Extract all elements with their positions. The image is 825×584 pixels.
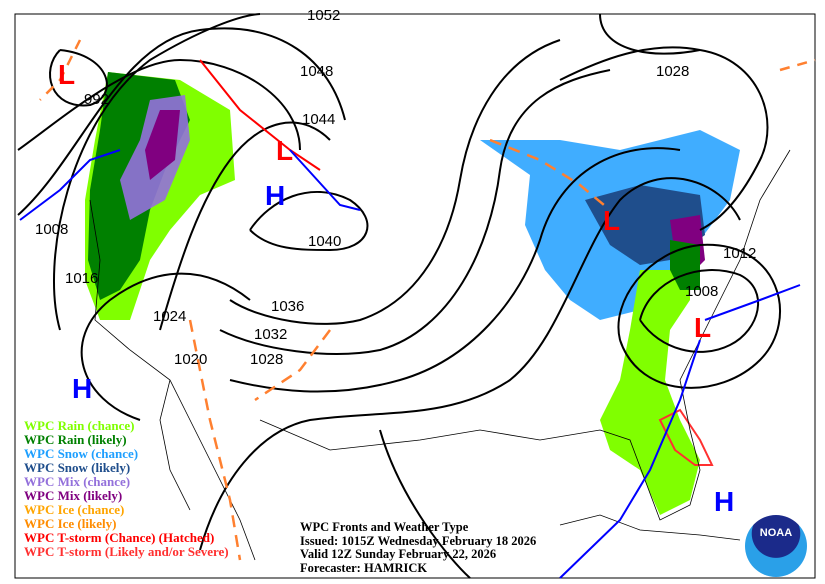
mix-likely-west	[145, 110, 180, 180]
isobar-label: 1052	[307, 7, 340, 24]
noaa-logo-text: NOAA	[759, 527, 793, 539]
isobar-label: 1012	[723, 245, 756, 262]
high-pressure-center: H	[714, 486, 734, 517]
legend-ice-likely: WPC Ice (likely)	[24, 516, 117, 531]
legend-tstorm-chance: WPC T-storm (Chance) (Hatched)	[24, 530, 215, 545]
issued-time: Issued: 1015Z Wednesday February 18 2026	[300, 533, 537, 548]
map-info: WPC Fronts and Weather Type Issued: 1015…	[300, 520, 537, 575]
trough-southwest	[188, 319, 242, 561]
noaa-logo: NOAA	[745, 515, 807, 577]
fronts	[19, 39, 816, 579]
low-pressure-center: L	[603, 205, 620, 236]
legend: WPC Rain (chance) WPC Rain (likely) WPC …	[24, 419, 229, 559]
isobar-label: 1028	[250, 351, 283, 368]
isobar-label: 992	[84, 91, 109, 108]
trough-great-lakes	[489, 138, 611, 211]
trough-northeast	[779, 58, 816, 72]
isobar-label: 1036	[271, 298, 304, 315]
map-frame	[14, 13, 816, 579]
low-pressure-center: L	[694, 312, 711, 343]
legend-ice-chance: WPC Ice (chance)	[24, 502, 125, 517]
legend-mix-likely: WPC Mix (likely)	[24, 488, 123, 503]
isobar-label: 1040	[308, 233, 341, 250]
cold-front-east	[559, 339, 701, 579]
tstorm-chance-area	[658, 408, 714, 466]
legend-rain-likely: WPC Rain (likely)	[24, 432, 127, 447]
cold-front-atlantic	[704, 284, 801, 321]
isobar-label: 1024	[153, 308, 186, 325]
isobar-labels: 1052 1048 1044 1040 1036 1032 1028 1024 …	[35, 7, 756, 368]
legend-rain-chance: WPC Rain (chance)	[24, 418, 135, 433]
isobars	[17, 13, 781, 579]
high-pressure-center: H	[265, 180, 285, 211]
isobar-label: 1016	[65, 270, 98, 287]
isobar-label: 1044	[302, 111, 335, 128]
trough-northwest	[39, 39, 82, 101]
low-pressure-center: L	[58, 59, 75, 90]
isobar-label: 1008	[35, 221, 68, 238]
isobar-label: 1020	[174, 351, 207, 368]
legend-mix-chance: WPC Mix (chance)	[24, 474, 131, 489]
valid-time: Valid 12Z Sunday February 22, 2026	[300, 547, 497, 561]
precip-areas	[85, 72, 740, 515]
pressure-centers: H H H L L L L	[58, 59, 734, 517]
isobar-label: 1048	[300, 63, 333, 80]
cold-front-west	[19, 149, 121, 221]
rain-chance-east	[600, 270, 700, 515]
legend-tstorm-likely: WPC T-storm (Likely and/or Severe)	[24, 544, 229, 559]
legend-snow-likely: WPC Snow (likely)	[24, 460, 131, 475]
isobar-label: 1032	[254, 326, 287, 343]
cold-front-plains	[289, 149, 361, 211]
map-title: WPC Fronts and Weather Type	[300, 520, 469, 534]
isobar-label: 1028	[656, 63, 689, 80]
legend-snow-chance: WPC Snow (chance)	[24, 446, 139, 461]
high-pressure-center: H	[72, 373, 92, 404]
isobar-label: 1008	[685, 283, 718, 300]
warm-front-northwest	[199, 59, 321, 171]
trough-plains	[254, 329, 331, 402]
forecaster: Forecaster: HAMRICK	[300, 560, 428, 575]
low-pressure-center: L	[276, 135, 293, 166]
